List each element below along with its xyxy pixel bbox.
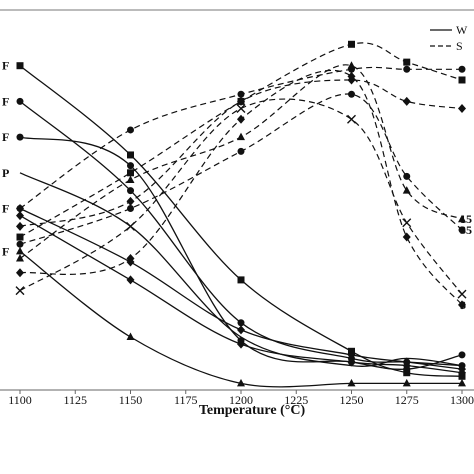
solid-data-point bbox=[347, 357, 356, 367]
dashed-data-point bbox=[458, 76, 466, 84]
dashed-data-point bbox=[347, 71, 356, 81]
x-tick-label: 1150 bbox=[119, 393, 143, 407]
dashed-data-point bbox=[16, 221, 24, 231]
dashed-data-point bbox=[127, 205, 134, 212]
dashed-data-point bbox=[126, 175, 135, 183]
dashed-data-point bbox=[458, 104, 466, 114]
dashed-data-point bbox=[458, 65, 466, 73]
dashed-data-point bbox=[237, 90, 245, 98]
dashed-data-point bbox=[127, 169, 134, 177]
solid-data-point bbox=[402, 378, 411, 387]
x-tick-label: 1125 bbox=[63, 393, 87, 407]
dashed-data-point bbox=[236, 104, 246, 114]
dashed-series-line bbox=[19, 79, 463, 227]
dashed-data-point bbox=[458, 214, 466, 223]
solid-data-point bbox=[16, 211, 24, 221]
legend-label: W bbox=[456, 23, 468, 37]
solid-data-point bbox=[126, 332, 135, 341]
dashed-data-point bbox=[237, 147, 245, 155]
solid-data-point bbox=[127, 162, 134, 170]
solid-series-6 bbox=[16, 211, 466, 378]
dashed-data-point bbox=[16, 268, 24, 278]
dashed-data-point bbox=[403, 58, 411, 66]
series-right-label: 35 bbox=[460, 223, 472, 237]
legend: WS bbox=[430, 23, 468, 53]
series-right-label: 3 bbox=[460, 298, 466, 312]
solid-data-point bbox=[237, 276, 245, 284]
dashed-data-point bbox=[402, 186, 411, 194]
dashed-series-4: 15 bbox=[16, 61, 472, 262]
x-ticks: 1100 1125 1150 1175 1200 1225 1250 1275 1300 bbox=[8, 390, 474, 407]
dashed-series-6 bbox=[15, 98, 467, 299]
x-tick-label: 1300 bbox=[450, 393, 474, 407]
solid-data-point bbox=[126, 275, 135, 285]
series-left-label: F bbox=[2, 59, 9, 73]
solid-data-point bbox=[458, 378, 466, 387]
dashed-data-point bbox=[347, 114, 356, 124]
dashed-series-line bbox=[19, 93, 463, 245]
solid-data-point bbox=[237, 325, 245, 335]
solid-data-point bbox=[402, 361, 411, 371]
dashed-data-point bbox=[237, 114, 245, 124]
dashed-data-point bbox=[402, 232, 411, 242]
x-tick-label: 1225 bbox=[284, 393, 308, 407]
x-axis-title: Temperature (°C) bbox=[199, 403, 306, 418]
solid-data-point bbox=[347, 350, 356, 360]
series-left-label: F bbox=[2, 94, 9, 108]
series-left-label: P bbox=[2, 166, 9, 180]
dashed-data-point bbox=[16, 253, 24, 262]
series-left-label: F bbox=[2, 244, 9, 258]
x-tick-label: 1100 bbox=[8, 393, 32, 407]
dashed-data-point bbox=[458, 300, 466, 310]
solid-data-point bbox=[16, 246, 24, 255]
solid-data-point bbox=[16, 204, 24, 213]
dashed-data-point bbox=[403, 65, 411, 73]
dashed-data-point bbox=[458, 226, 466, 234]
x-tick-label: 1250 bbox=[340, 393, 364, 407]
solid-data-point bbox=[237, 378, 245, 387]
dashed-series-5: 35 bbox=[16, 90, 472, 248]
series-left-label: F bbox=[2, 202, 9, 216]
solid-data-point bbox=[126, 257, 135, 267]
dashed-data-point bbox=[348, 90, 355, 98]
dashed-data-point bbox=[15, 286, 25, 296]
dashed-data-point bbox=[237, 96, 245, 106]
series-left-label: F bbox=[2, 130, 9, 144]
dashed-data-point bbox=[348, 40, 355, 48]
solid-data-point bbox=[237, 319, 245, 327]
dashed-data-point bbox=[16, 233, 24, 241]
dashed-data-point bbox=[237, 132, 245, 141]
solid-data-point bbox=[458, 351, 466, 359]
x-tick-label: 1275 bbox=[395, 393, 419, 407]
dashed-data-point bbox=[127, 126, 134, 134]
solid-series-7: F bbox=[2, 244, 466, 388]
series-right-label: 15 bbox=[460, 212, 472, 226]
solid-data-point bbox=[127, 151, 134, 159]
solid-data-point bbox=[16, 62, 24, 70]
x-tick-label: 1200 bbox=[229, 393, 253, 407]
dashed-data-point bbox=[402, 218, 412, 228]
dashed-data-point bbox=[126, 196, 135, 206]
legend-label: S bbox=[456, 39, 463, 53]
dashed-series-line bbox=[19, 64, 463, 259]
dashed-data-point bbox=[457, 289, 467, 299]
x-tick-label: 1175 bbox=[174, 393, 198, 407]
solid-data-point bbox=[127, 187, 134, 195]
solid-data-point bbox=[403, 369, 411, 377]
solid-data-point bbox=[347, 378, 356, 387]
dashed-data-point bbox=[16, 240, 24, 248]
dashed-data-point bbox=[402, 96, 411, 106]
dashed-data-point bbox=[347, 61, 356, 69]
solid-data-point bbox=[16, 97, 24, 105]
solid-data-point bbox=[237, 339, 245, 349]
solid-data-point bbox=[16, 133, 24, 141]
solid-data-point bbox=[458, 368, 466, 378]
dashed-data-point bbox=[403, 172, 411, 180]
